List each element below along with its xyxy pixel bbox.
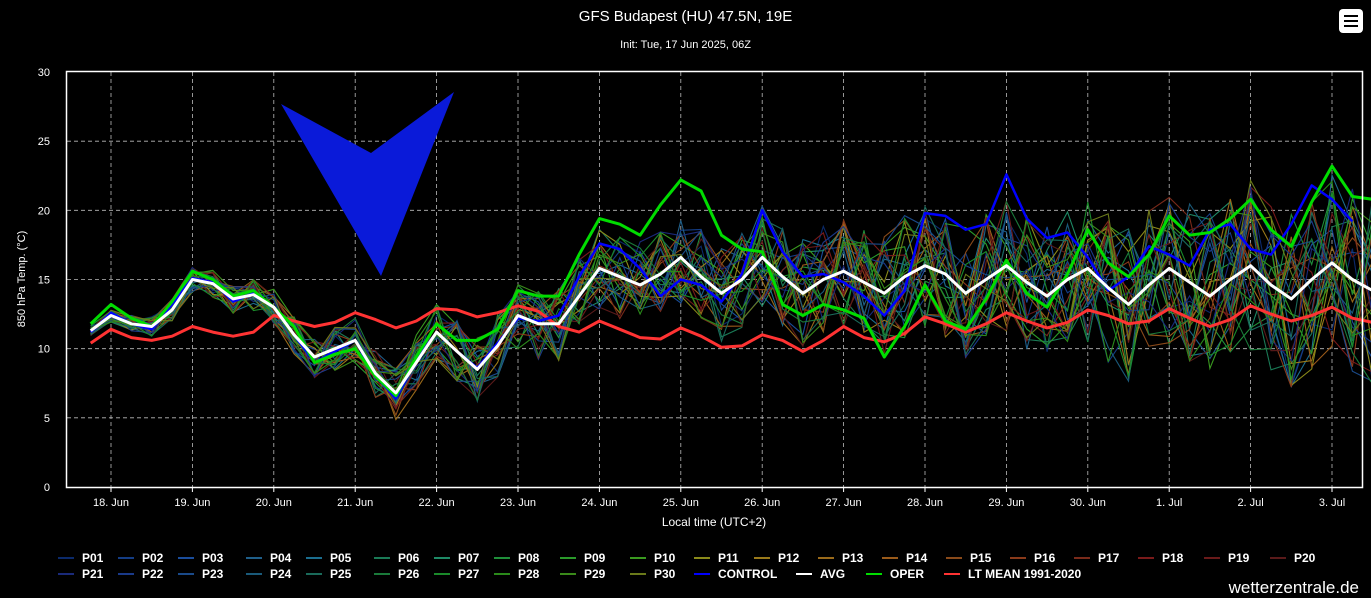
pointer-arrow-shape: [281, 92, 454, 276]
legend-item-label[interactable]: P30: [654, 567, 676, 581]
ensemble-line-p30: [90, 178, 1371, 382]
legend-item-label[interactable]: P10: [654, 551, 676, 565]
y-tick-label: 15: [38, 275, 50, 287]
x-tick-label: 1. Jul: [1156, 497, 1182, 509]
watermark-text: wetterzentrale.de: [1228, 578, 1359, 597]
y-tick-label: 20: [38, 205, 50, 217]
x-tick-label: 29. Jun: [988, 497, 1024, 509]
legend-item-label[interactable]: P05: [330, 551, 352, 565]
chart-subtitle: Init: Tue, 17 Jun 2025, 06Z: [620, 39, 751, 51]
axis-layer: 0 5 10 15 20 25 30 18. Jun 19. Jun 20. Jun 21. Jun…: [38, 67, 1345, 509]
legend-item-label[interactable]: P24: [270, 567, 292, 581]
legend-item-label[interactable]: P08: [518, 551, 540, 565]
legend-item-label[interactable]: P04: [270, 551, 292, 565]
legend-item-label[interactable]: P20: [1294, 551, 1316, 565]
x-tick-label: 30. Jun: [1070, 497, 1106, 509]
x-tick-label: 19. Jun: [174, 497, 210, 509]
legend-item-label[interactable]: P11: [718, 551, 739, 565]
legend-item-label[interactable]: P14: [906, 551, 928, 565]
y-tick-label: 5: [44, 413, 50, 425]
ensemble-line-p29: [90, 206, 1371, 385]
legend-item-label[interactable]: P17: [1098, 551, 1120, 565]
legend-item-label[interactable]: P18: [1162, 551, 1184, 565]
legend: P01 P02 P03 P04 P05 P06 P07 P08 P09 P10 P11 P12 P13 P…: [58, 551, 1316, 581]
x-tick-label: 20. Jun: [256, 497, 292, 509]
x-tick-label: 25. Jun: [663, 497, 699, 509]
series-line-avg: [89, 255, 1371, 395]
x-tick-label: 18. Jun: [93, 497, 129, 509]
series-line-lt-mean-1991-2020: [89, 304, 1371, 353]
legend-item-label[interactable]: P01: [82, 551, 104, 565]
chart-title: GFS Budapest (HU) 47.5N, 19E: [578, 8, 793, 25]
plot-frame: [65, 70, 1364, 489]
legend-item-label[interactable]: AVG: [820, 567, 845, 581]
x-tick-label: 28. Jun: [907, 497, 943, 509]
ensemble-lines: [90, 173, 1371, 421]
x-tick-label: 26. Jun: [744, 497, 780, 509]
grid-layer: [67, 72, 1362, 487]
legend-item-label[interactable]: P19: [1228, 551, 1250, 565]
ensemble-line-p27: [90, 192, 1371, 381]
ensemble-line-p19: [90, 200, 1371, 401]
x-tick-label: 22. Jun: [419, 497, 455, 509]
legend-item-label[interactable]: P02: [142, 551, 164, 565]
legend-item-label[interactable]: P26: [398, 567, 420, 581]
x-tick-label: 21. Jun: [337, 497, 373, 509]
legend-item-label[interactable]: P25: [330, 567, 352, 581]
x-tick-label: 23. Jun: [500, 497, 536, 509]
y-tick-label: 10: [38, 344, 50, 356]
legend-item-label[interactable]: CONTROL: [718, 567, 777, 581]
legend-item-label[interactable]: P15: [970, 551, 992, 565]
x-tick-label: 24. Jun: [581, 497, 617, 509]
x-tick-label: 2. Jul: [1237, 497, 1263, 509]
legend-item-label[interactable]: P23: [202, 567, 224, 581]
legend-item-label[interactable]: P09: [584, 551, 606, 565]
legend-item-label[interactable]: OPER: [890, 567, 924, 581]
series-line-oper: [89, 164, 1371, 398]
ensemble-line-p13: [90, 198, 1371, 421]
legend-item-label[interactable]: P13: [842, 551, 864, 565]
y-tick-label: 30: [38, 67, 50, 79]
x-tick-label: 27. Jun: [826, 497, 862, 509]
legend-item-label[interactable]: P06: [398, 551, 420, 565]
legend-item-label[interactable]: P28: [518, 567, 540, 581]
ensemble-line-p26: [90, 200, 1371, 402]
y-axis-label: 850 hPa Temp. (°C): [16, 231, 28, 328]
y-tick-label: 0: [44, 482, 50, 494]
main-series: [89, 164, 1371, 400]
legend-item-label[interactable]: P12: [778, 551, 800, 565]
legend-item-label[interactable]: P22: [142, 567, 164, 581]
x-axis-label: Local time (UTC+2): [662, 515, 766, 529]
legend-item-label[interactable]: P29: [584, 567, 606, 581]
legend-item-label[interactable]: P21: [82, 567, 104, 581]
legend-item-label[interactable]: P27: [458, 567, 480, 581]
legend-item-label[interactable]: P07: [458, 551, 480, 565]
legend-item-label[interactable]: LT MEAN 1991-2020: [968, 567, 1081, 581]
legend-item-label[interactable]: P16: [1034, 551, 1056, 565]
menu-button[interactable]: [1339, 9, 1363, 33]
y-tick-label: 25: [38, 136, 50, 148]
x-tick-label: 3. Jul: [1319, 497, 1345, 509]
legend-item-label[interactable]: P03: [202, 551, 224, 565]
